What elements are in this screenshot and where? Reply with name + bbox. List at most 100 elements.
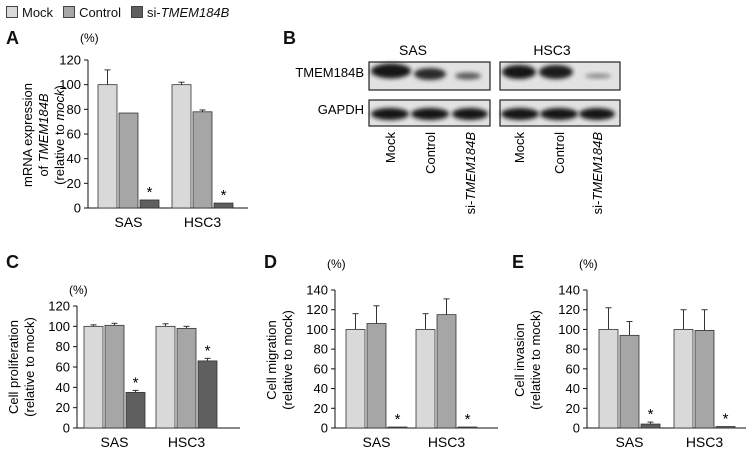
- chart-d: (%) Cell migration (relative to mock) 0 20 40…: [264, 257, 498, 450]
- bar: [171, 84, 192, 209]
- x-category-label: HSC3: [428, 434, 466, 450]
- blot-cell-line-sas: SAS: [399, 42, 427, 58]
- blot-band-box-tmem184b-sas: [368, 61, 491, 91]
- blot-lane-prefix: si-: [463, 201, 478, 215]
- y-axis-label-line: (relative to mock): [22, 317, 37, 417]
- bar: [598, 329, 619, 429]
- legend-item-si-tmem184b: si-TMEM184B: [130, 5, 229, 20]
- legend-label-mock: Mock: [22, 4, 54, 20]
- y-axis-label-line: (relative to mock): [528, 310, 543, 410]
- y-axis-label-line: of TMEM184B: [36, 93, 51, 176]
- blot-band: [371, 63, 411, 79]
- legend: Mock Control si-TMEM184B: [6, 2, 239, 22]
- bar: [83, 325, 104, 429]
- x-category-label: SAS: [362, 434, 390, 450]
- y-axis-label-part: TMEM184B: [36, 93, 51, 162]
- blot-band: [414, 68, 446, 80]
- y-unit-label: (%): [579, 257, 598, 271]
- y-tick-label: 100: [48, 319, 70, 334]
- significance-marker: *: [648, 406, 654, 423]
- x-category-label: SAS: [114, 214, 142, 230]
- y-tick-label: 120: [48, 299, 70, 314]
- y-tick-label: 60: [67, 127, 81, 142]
- blot-band: [411, 108, 449, 120]
- chart-e: (%) Cell invasion (relative to mock) 0 20 40 6…: [512, 257, 746, 450]
- y-axis-label-line: Cell proliferation: [6, 320, 21, 414]
- y-tick-label: 80: [566, 342, 580, 357]
- bar: [415, 329, 436, 429]
- y-axis-label-part: (relative to: [52, 121, 67, 185]
- x-category-label: HSC3: [168, 434, 206, 450]
- y-tick-label: 140: [306, 283, 328, 298]
- legend-item-control: Control: [63, 5, 121, 20]
- x-category-label: SAS: [100, 434, 128, 450]
- blot-lane-prefix: si-: [590, 201, 605, 215]
- bar: [640, 423, 661, 429]
- y-unit-label: (%): [69, 283, 88, 297]
- y-tick-label: 120: [306, 302, 328, 317]
- y-tick-label: 80: [56, 339, 70, 354]
- legend-label-gene: TMEM184B: [160, 4, 230, 20]
- y-tick-label: 80: [314, 342, 328, 357]
- blot-band-box-gapdh-hsc3: [499, 99, 621, 127]
- bar: [715, 426, 736, 429]
- blot-band: [539, 65, 573, 79]
- y-tick-label: 0: [74, 201, 81, 216]
- blot-lane-label: Control: [552, 132, 567, 174]
- panel-letter-b: B: [283, 28, 296, 48]
- blot-cell-line-hsc3: HSC3: [533, 42, 571, 58]
- panel-letter-e: E: [512, 252, 525, 272]
- y-tick-label: 120: [558, 302, 580, 317]
- x-category-label: SAS: [615, 434, 643, 450]
- blot-lane-gene: TMEM184B: [590, 132, 605, 201]
- bar: [118, 112, 139, 209]
- blot-band: [501, 108, 539, 120]
- significance-marker: *: [147, 184, 153, 201]
- bar: [176, 327, 197, 429]
- legend-swatch-si-tmem184b: [130, 6, 143, 18]
- x-category-label: HSC3: [184, 214, 222, 230]
- y-axis-label-line: mRNA expression: [20, 83, 35, 187]
- legend-label-si-tmem184b: si-TMEM184B: [147, 5, 229, 20]
- bar: [345, 329, 366, 429]
- y-tick-label: 20: [56, 400, 70, 415]
- y-tick-label: 40: [566, 381, 580, 396]
- y-tick-label: 120: [59, 53, 81, 68]
- bar: [192, 111, 213, 209]
- y-tick-label: 0: [63, 421, 70, 436]
- y-tick-label: 60: [314, 361, 328, 376]
- blot-band-box-tmem184b-hsc3: [499, 61, 621, 91]
- significance-marker: *: [723, 411, 729, 428]
- blot-row-label-tmem184b: TMEM184B: [295, 65, 364, 80]
- bar: [619, 334, 640, 429]
- y-axis-label-line: Cell migration: [264, 320, 279, 399]
- blot-lane-label: Mock: [383, 132, 398, 164]
- chart-c: (%) Cell proliferation (relative to mock) 0…: [6, 283, 240, 450]
- legend-item-mock: Mock: [6, 5, 53, 20]
- significance-marker: *: [221, 187, 227, 204]
- y-axis-label-part: of: [36, 162, 51, 176]
- panel-letter-c: C: [6, 252, 19, 272]
- bar: [125, 392, 146, 429]
- y-unit-label: (%): [80, 31, 99, 45]
- blot-band: [452, 108, 488, 120]
- y-tick-label: 80: [67, 102, 81, 117]
- y-tick-label: 60: [56, 360, 70, 375]
- y-axis-label-line: (relative to mock): [280, 310, 295, 410]
- y-tick-label: 100: [558, 322, 580, 337]
- panel-letter-d: D: [264, 252, 277, 272]
- blot-band: [455, 72, 481, 80]
- blot-band: [502, 65, 536, 79]
- bar: [155, 325, 176, 429]
- legend-swatch-control: [63, 6, 76, 18]
- y-tick-label: 100: [59, 77, 81, 92]
- bar: [139, 199, 160, 209]
- legend-label-prefix: si-: [146, 4, 161, 20]
- y-axis-label-line: Cell invasion: [512, 323, 527, 397]
- blot-band: [585, 73, 611, 79]
- y-tick-label: 40: [314, 381, 328, 396]
- y-tick-label: 0: [321, 421, 328, 436]
- blot-lane-label: si-TMEM184B: [590, 132, 605, 215]
- y-tick-label: 20: [67, 176, 81, 191]
- y-tick-label: 40: [67, 151, 81, 166]
